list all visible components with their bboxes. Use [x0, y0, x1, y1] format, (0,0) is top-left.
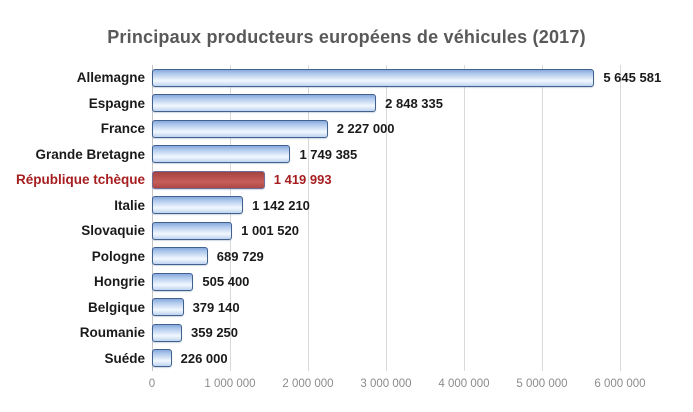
bar-cell: 505 400 [152, 272, 620, 291]
gridline [620, 65, 621, 371]
bar-row: France 2 227 000 [0, 116, 693, 142]
bar [152, 323, 183, 342]
bar [152, 247, 208, 266]
bar-row: Slovaquie 1 001 520 [0, 218, 693, 244]
bar-cell: 2 848 335 [152, 94, 620, 113]
bar [152, 145, 291, 164]
bar [152, 119, 328, 138]
bar-row: Allemagne 5 645 581 [0, 65, 693, 91]
x-axis-tick-label: 3 000 000 [360, 378, 412, 390]
gridlines [152, 65, 621, 371]
value-label: 1 749 385 [299, 146, 358, 162]
bar-row: Grande Bretagne 1 749 385 [0, 142, 693, 168]
bar [152, 349, 172, 368]
bar [152, 272, 194, 291]
bar-row: Italie 1 142 210 [0, 193, 693, 219]
value-label: 359 250 [191, 325, 239, 341]
value-label: 1 001 520 [241, 223, 299, 239]
category-label: Allemagne [76, 70, 145, 86]
bar-cell: 359 250 [152, 323, 620, 342]
bar [152, 68, 595, 87]
bar-cell: 5 645 581 [152, 68, 661, 87]
value-label: 379 140 [192, 299, 240, 315]
value-label: 2 848 335 [385, 95, 443, 111]
bar-row: République tchèque 1 419 993 [0, 167, 693, 193]
gridline [307, 65, 309, 371]
bar-cell: 1 419 993 [152, 170, 620, 189]
category-label: Hongrie [93, 274, 145, 290]
category-label: République tchèque [15, 172, 145, 188]
gridline [542, 65, 543, 371]
bar-row: Roumanie 359 250 [0, 320, 693, 346]
value-label: 689 729 [216, 248, 264, 264]
bar-cell: 689 729 [152, 247, 620, 266]
category-label: Belgique [87, 299, 145, 315]
value-label: 5 645 581 [603, 70, 662, 86]
bar-cell: 1 001 520 [152, 221, 620, 240]
category-label: Italie [114, 197, 145, 213]
bar-cell: 379 140 [152, 298, 620, 317]
gridline [229, 65, 231, 371]
x-axis-tick-label: 4 000 000 [438, 378, 490, 390]
category-label: Pologne [91, 248, 145, 264]
bar-row: Belgique 379 140 [0, 295, 693, 321]
category-label: Roumanie [79, 325, 145, 341]
value-label: 226 000 [180, 350, 228, 366]
bar [152, 221, 233, 240]
bar-row: Pologne 689 729 [0, 244, 693, 270]
gridline [463, 65, 465, 371]
category-label: Grande Bretagne [35, 146, 145, 162]
bar-row: Espagne 2 848 335 [0, 91, 693, 117]
bar [152, 196, 244, 215]
category-label: Suéde [104, 350, 145, 366]
bar-row: Suéde 226 000 [0, 346, 693, 372]
bar-cell: 2 227 000 [152, 119, 620, 138]
x-axis-tick-label: 6 000 000 [594, 378, 646, 390]
bar-cell: 1 749 385 [152, 145, 620, 164]
value-label: 2 227 000 [336, 121, 395, 137]
x-axis-tick-label: 2 000 000 [282, 378, 334, 390]
x-axis-tick-label: 5 000 000 [516, 378, 568, 390]
bar-rows: Allemagne 5 645 581 Espagne 2 848 335 France… [0, 65, 693, 371]
x-axis-tick-label: 1 000 000 [204, 378, 256, 390]
bar [152, 298, 184, 317]
value-label: 1 419 993 [273, 172, 332, 188]
gridline [386, 65, 387, 371]
bar-row: Hongrie 505 400 [0, 269, 693, 295]
plot-area: Allemagne 5 645 581 Espagne 2 848 335 France… [0, 65, 693, 371]
bar-cell: 1 142 210 [152, 196, 620, 215]
category-label: Slovaquie [81, 223, 145, 239]
gridline [152, 65, 153, 371]
x-axis: 0 1 000 000 2 000 000 3 000 000 4 000 000 5 0… [148, 371, 646, 397]
value-label: 1 142 210 [252, 197, 310, 213]
x-axis-tick-label: 0 [148, 378, 156, 390]
bar-highlighted [152, 170, 265, 189]
bar-cell: 226 000 [152, 349, 620, 368]
value-label: 505 400 [202, 274, 250, 290]
bar [152, 94, 377, 113]
category-label: Espagne [88, 95, 145, 111]
category-label: France [100, 121, 145, 137]
chart-title: Principaux producteurs européens de véhi… [107, 27, 586, 47]
